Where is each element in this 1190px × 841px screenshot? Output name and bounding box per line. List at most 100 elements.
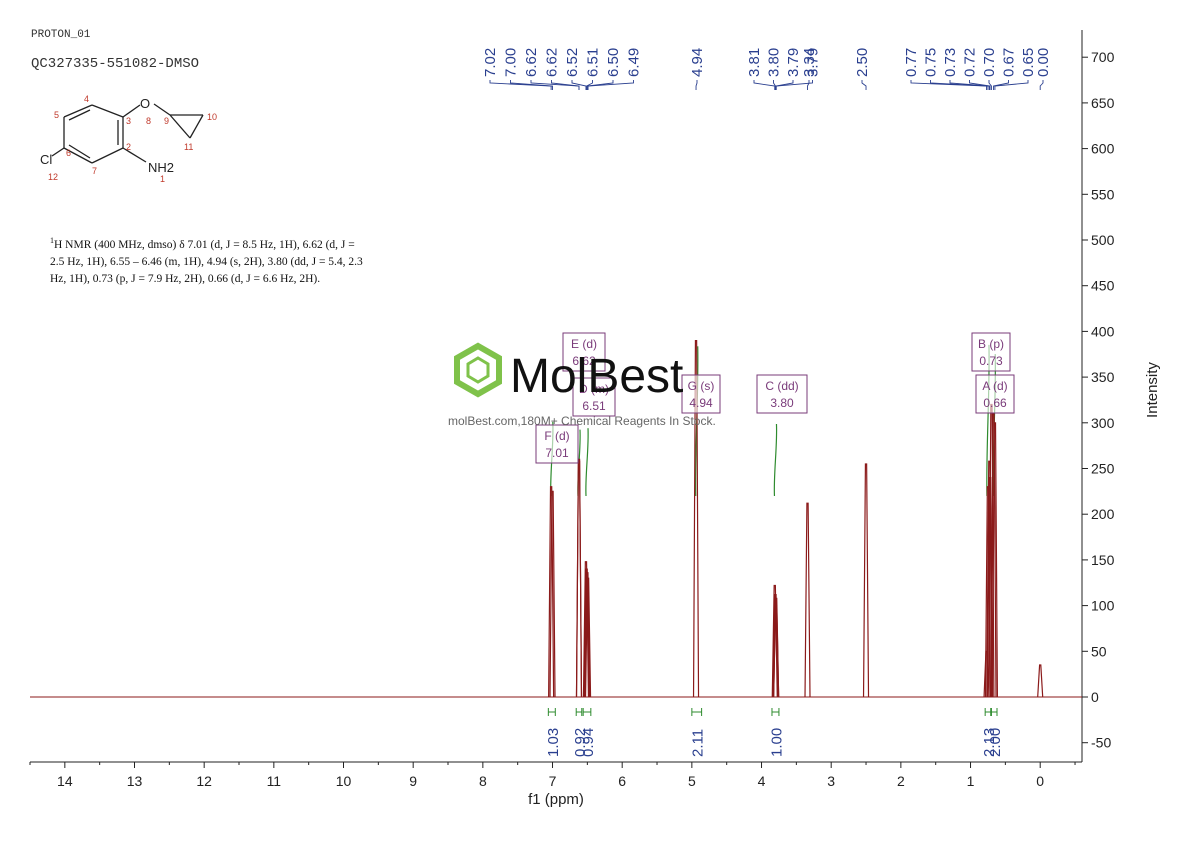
y-tick-label: 50 <box>1091 643 1107 659</box>
peak-label-leader <box>551 80 580 90</box>
multiplet-box <box>971 332 1011 372</box>
nmr-description: 1H NMR (400 MHz, dmso) δ 7.01 (d, J = 8.… <box>50 232 370 288</box>
spectrum-peak <box>584 572 591 698</box>
atom-number: 12 <box>48 172 58 182</box>
atom-number: 1 <box>160 174 165 184</box>
peak-label: 0.77 <box>903 48 920 77</box>
peak-label: 0.73 <box>942 48 959 77</box>
multiplet-box <box>756 374 808 414</box>
peak-label-leader <box>775 80 813 90</box>
y-tick-label: 450 <box>1091 278 1115 294</box>
y-tick-label: 650 <box>1091 95 1115 111</box>
spectrum-peak <box>771 584 778 698</box>
peak-label-leader <box>489 80 552 90</box>
spectrum-peak <box>991 422 999 698</box>
x-tick-label: 7 <box>549 773 557 789</box>
sample-name: QC327335-551082-DMSO <box>31 56 200 72</box>
peak-label-leader <box>861 80 867 90</box>
integral-curve <box>773 423 778 497</box>
y-tick-label: 200 <box>1091 506 1115 522</box>
peak-label: 0.72 <box>962 48 979 77</box>
nmr-description-text: H NMR (400 MHz, dmso) δ 7.01 (d, J = 8.5… <box>50 238 363 285</box>
integral-value: 1.00 <box>768 728 785 757</box>
peak-label-leader <box>930 80 989 90</box>
peak-label-leader <box>586 80 593 90</box>
peak-label: 6.52 <box>564 48 581 77</box>
multiplet-box <box>681 374 721 414</box>
x-tick-label: 0 <box>1036 773 1044 789</box>
multiplet-box <box>975 374 1015 414</box>
peak-label-leader <box>988 80 992 90</box>
x-tick-label: 4 <box>758 773 766 789</box>
integral-curve <box>585 428 589 497</box>
peak-label: 7.02 <box>482 48 499 77</box>
multiplet-name: D (m) <box>579 382 609 396</box>
atom-number: 9 <box>164 116 169 126</box>
peak-label-leader <box>1039 80 1044 90</box>
x-tick-label: 9 <box>409 773 417 789</box>
spectrum-peak <box>584 577 592 698</box>
y-tick-label: 600 <box>1091 141 1115 157</box>
watermark-logo: MolBest <box>454 342 683 403</box>
spectrum-peak <box>583 568 590 698</box>
multiplet-box <box>572 377 616 417</box>
atom-number: 8 <box>146 116 151 126</box>
atom-number: 10 <box>207 112 217 122</box>
atom-number: 11 <box>184 142 193 152</box>
peak-label-leader <box>587 80 634 90</box>
peak-label: 0.65 <box>1020 48 1037 77</box>
peak-label-leader <box>586 80 614 90</box>
peak-label: 4.94 <box>689 48 706 77</box>
peak-label: 6.62 <box>523 48 540 77</box>
peak-label-leader <box>807 80 810 90</box>
x-tick-label: 5 <box>688 773 696 789</box>
y-tick-label: 250 <box>1091 461 1115 477</box>
spectrum-peak <box>575 460 583 698</box>
y-tick-label: 550 <box>1091 186 1115 202</box>
spectrum-peak <box>986 460 993 698</box>
spectrum-peak <box>862 463 870 698</box>
multiplet-shift: 6.62 <box>572 354 596 368</box>
x-tick-label: 11 <box>267 773 282 789</box>
peak-label: 6.51 <box>585 48 602 77</box>
watermark-tagline: molBest.com,180M+ Chemical Reagents In S… <box>448 414 716 428</box>
watermark-brand: MolBest <box>510 350 683 403</box>
integral-value: 0.94 <box>580 728 597 757</box>
y-tick-label: -50 <box>1091 735 1111 751</box>
peak-label-leader <box>773 80 776 90</box>
integral-value: 1.03 <box>545 728 562 757</box>
peak-label: 0.75 <box>923 48 940 77</box>
y-tick-label: 150 <box>1091 552 1115 568</box>
multiplet-name: E (d) <box>571 337 597 351</box>
multiplet-shift: 6.51 <box>582 399 606 413</box>
y-tick-label: 400 <box>1091 323 1115 339</box>
spectrum-peak <box>549 490 556 698</box>
atom-label: O <box>140 96 150 111</box>
multiplet-name: A (d) <box>982 379 1007 393</box>
peak-label-leader <box>695 80 698 90</box>
x-tick-label: 1 <box>967 773 975 789</box>
integral-value: 2.13 <box>981 728 998 757</box>
peak-label: 3.79 <box>805 48 822 77</box>
peak-label: 3.80 <box>766 48 783 77</box>
x-tick-label: 3 <box>827 773 835 789</box>
x-axis-label: f1 (ppm) <box>528 791 584 808</box>
atom-label: Cl <box>40 152 52 167</box>
peak-label-leader <box>910 80 988 90</box>
chemical-structure: O 8 4 3 5 2 9 10 11 6 7 Cl 12 NH2 1 <box>40 94 217 184</box>
peak-label: 3.79 <box>785 48 802 77</box>
spectrum-peak <box>582 561 590 698</box>
y-tick-label: 350 <box>1091 369 1115 385</box>
peak-label: 0.70 <box>981 48 998 77</box>
peak-label: 3.34 <box>801 48 818 77</box>
atom-number: 4 <box>84 94 89 104</box>
atom-number: 3 <box>126 116 131 126</box>
peak-label: 6.62 <box>544 48 561 77</box>
multiplet-box <box>562 332 606 372</box>
atom-label: NH2 <box>148 160 174 175</box>
peak-label-leader <box>510 80 553 90</box>
x-tick-label: 12 <box>196 773 212 789</box>
peak-label: 6.50 <box>605 48 622 77</box>
multiplet-name: B (p) <box>978 337 1004 351</box>
peak-label: 0.00 <box>1035 48 1052 77</box>
